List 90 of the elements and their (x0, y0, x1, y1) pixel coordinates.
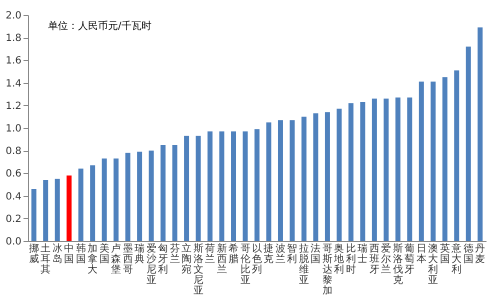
bar (290, 120, 295, 241)
bar (90, 165, 96, 241)
x-tick-label: 瑞士 (358, 242, 368, 265)
y-tick-label: 2.0 (6, 10, 22, 22)
x-tick-label: 加拿大 (88, 242, 98, 276)
x-tick-label: 英国 (440, 242, 450, 265)
x-tick-label: 以色列 (252, 242, 262, 276)
x-tick-label: 波兰 (275, 242, 286, 265)
x-tick-label: 芬兰 (170, 242, 180, 265)
x-tick-label: 挪威 (28, 242, 39, 265)
x-tick-label: 澳大利亚 (428, 242, 438, 286)
x-tick-label: 中国 (64, 242, 74, 265)
x-tick-label: 斯洛文尼亚 (193, 242, 204, 296)
bar (208, 131, 213, 241)
bar (372, 98, 377, 241)
bar (254, 129, 260, 241)
x-tick-label: 立陶宛 (182, 242, 192, 276)
x-tick-label: 爱沙尼亚 (146, 242, 156, 286)
x-tick-label: 匈牙利 (158, 242, 168, 276)
x-tick-label: 荷兰 (205, 242, 216, 265)
bar (301, 116, 306, 241)
x-tick-label: 卢森堡 (111, 242, 122, 276)
x-tick-label: 奥地利 (333, 242, 344, 276)
bar (430, 82, 436, 241)
x-tick-label: 哥伦比亚 (240, 244, 250, 286)
x-tick-label: 法国 (310, 242, 321, 265)
y-tick-label: 1.2 (6, 100, 22, 112)
bar (66, 175, 72, 241)
y-tick-label: 1.6 (6, 56, 22, 67)
x-tick-label: 墨西哥 (122, 244, 133, 276)
bar (78, 168, 84, 241)
bar (395, 97, 400, 241)
bar (148, 150, 154, 241)
y-tick-label: 1.4 (6, 78, 22, 90)
x-tick-label: 斯洛伐克 (392, 242, 403, 286)
x-tick-label: 哥斯达黎加 (322, 244, 332, 296)
bar (313, 113, 318, 241)
x-tick-label: 韩国 (76, 242, 86, 265)
bar (442, 77, 448, 241)
bar (242, 131, 248, 241)
x-tick-label: 捷克 (264, 242, 274, 265)
bar (172, 144, 178, 241)
bar (454, 70, 460, 241)
bar (43, 180, 48, 241)
x-tick-label: 拉脱维亚 (298, 242, 309, 286)
bar (54, 178, 60, 241)
x-tick-label: 德国 (463, 244, 474, 265)
x-tick-label: 冰岛 (52, 242, 62, 265)
y-tick-label: 0.4 (6, 191, 22, 202)
x-tick-label: 意大利 (450, 242, 462, 276)
bar (478, 27, 483, 241)
x-tick-label: 葡萄牙 (404, 242, 415, 276)
x-tick-label: 智利 (287, 242, 298, 265)
bar (231, 131, 236, 241)
y-tick-label: 0.0 (6, 236, 22, 248)
y-tick-label: 0.6 (6, 168, 22, 180)
bar (219, 131, 224, 241)
x-tick-label: 美国 (99, 242, 110, 265)
x-tick-label: 新西兰 (216, 242, 227, 276)
bar (31, 189, 36, 241)
bar (360, 102, 366, 241)
bar (466, 46, 471, 241)
bar (348, 103, 354, 241)
bar (196, 136, 201, 241)
bar (102, 158, 107, 241)
x-tick-label: 西班牙 (369, 244, 380, 276)
bar (418, 82, 424, 241)
bar (125, 152, 130, 241)
x-tick-label: 比利时 (346, 242, 356, 276)
bar (137, 152, 142, 241)
annotation: 单位：人民币元/千瓦时 (48, 20, 152, 32)
bar (336, 108, 342, 241)
bar (114, 158, 119, 241)
bar (324, 112, 330, 241)
bar (278, 120, 283, 241)
bar (160, 144, 166, 241)
y-tick-label: 0.8 (6, 146, 22, 158)
x-tick-label: 日本 (416, 244, 426, 265)
y-tick-label: 1.8 (6, 33, 22, 44)
y-tick-label: 0.2 (6, 214, 22, 225)
y-tick-label: 1.0 (6, 124, 22, 134)
bar (266, 122, 272, 241)
bar (407, 97, 412, 241)
bar (184, 136, 190, 241)
x-tick-label: 丹麦 (475, 244, 486, 265)
bar (384, 98, 389, 241)
x-tick-label: 瑞典 (134, 242, 145, 265)
x-tick-label: 爱尔兰 (381, 242, 392, 276)
x-tick-label: 土耳其 (40, 242, 51, 276)
x-tick-label: 希腊 (228, 242, 239, 265)
